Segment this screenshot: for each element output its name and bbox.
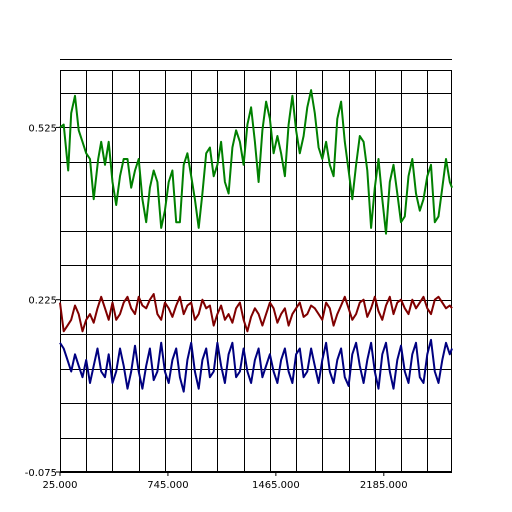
x-tick-label: 25.000	[43, 480, 78, 491]
x-tick-label: 2185.000	[360, 480, 408, 491]
x-tick-label: 1465.000	[252, 480, 300, 491]
series-line-2	[59, 293, 453, 333]
y-tick-label: -0.075	[25, 468, 57, 479]
y-tick-label: 0.525	[28, 123, 57, 134]
x-tick-label: 745.000	[147, 480, 188, 491]
plot-area	[60, 70, 452, 472]
grid	[60, 59, 452, 473]
y-tick-label: 0.225	[28, 296, 57, 307]
series-line-1	[59, 89, 453, 235]
series-line-3	[59, 338, 453, 393]
axis-group: -0.075 0.225 0.525 25.000 745.000 1465.000 218…	[25, 123, 408, 491]
series-group	[59, 89, 453, 393]
